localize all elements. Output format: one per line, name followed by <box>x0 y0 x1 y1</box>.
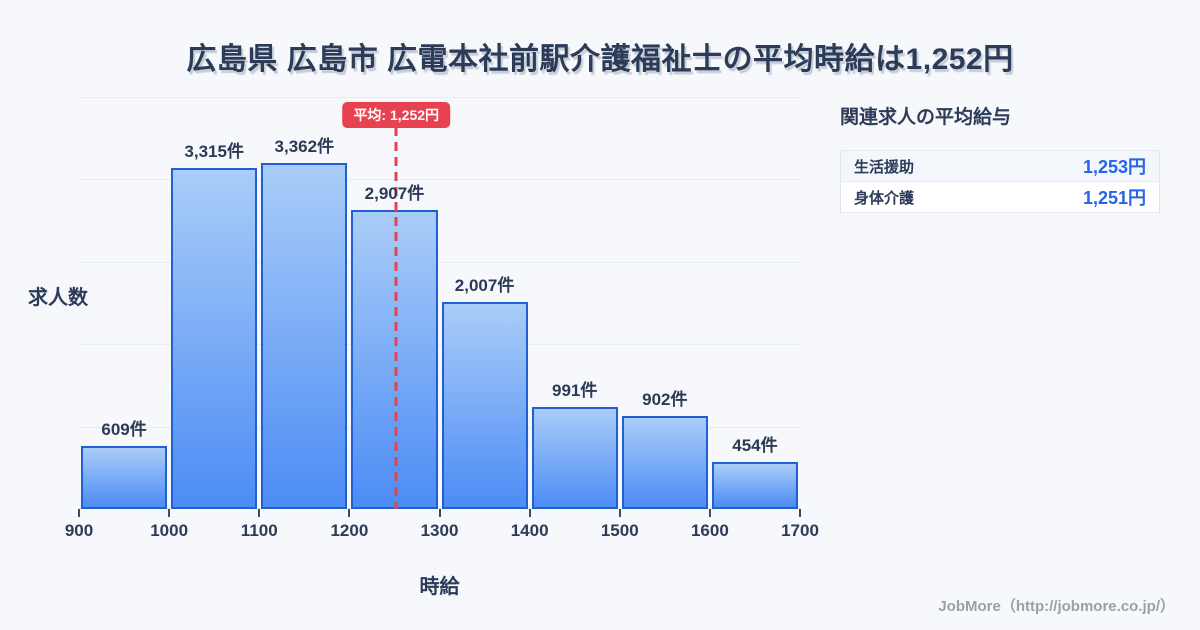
x-tick-label: 1700 <box>781 521 819 540</box>
bar-value-label: 609件 <box>101 420 147 440</box>
salary-row-value: 1,253円 <box>1082 157 1146 177</box>
bar <box>171 167 258 509</box>
x-tick <box>618 509 621 517</box>
salary-row: 生活援助 1,253円 <box>841 151 1159 182</box>
gridline <box>79 97 800 98</box>
x-tick-label: 1500 <box>600 521 639 540</box>
bar <box>531 406 618 509</box>
x-tick-label: 1600 <box>690 521 729 540</box>
x-axis-ticks: 900 1000 1100 1200 1300 1400 1500 1600 1700 <box>65 509 819 554</box>
x-tick <box>708 509 711 517</box>
bar-value-label: 991件 <box>552 380 598 400</box>
related-salary-panel: 関連求人の平均給与 生活援助 1,253円 身体介護 1,251円 <box>840 102 1160 213</box>
x-axis-title: 時給 <box>419 576 460 598</box>
bar-value-label: 2,907件 <box>364 183 425 203</box>
panel-heading: 関連求人の平均給与 <box>840 107 1012 128</box>
footer-credit: JobMore（http://jobmore.co.jp/） <box>938 598 1175 615</box>
bar <box>621 416 708 509</box>
x-tick-label: 1400 <box>510 521 549 540</box>
bar <box>81 446 168 509</box>
average-line <box>394 127 398 509</box>
salary-row: 身体介護 1,251円 <box>841 182 1159 213</box>
x-tick <box>348 509 351 517</box>
x-axis-baseline <box>79 508 800 509</box>
gridline <box>79 344 800 346</box>
x-tick <box>168 509 171 517</box>
salary-list: 生活援助 1,253円 身体介護 1,251円 <box>840 150 1160 213</box>
x-tick <box>799 509 801 517</box>
gridline <box>79 179 800 181</box>
y-axis-title: 求人数 <box>28 287 88 309</box>
bar-value-label: 454件 <box>732 436 778 456</box>
bar <box>351 209 438 509</box>
x-tick-label: 1300 <box>420 521 459 540</box>
x-tick-label: 1200 <box>330 521 369 540</box>
x-tick-label: 1100 <box>240 521 278 540</box>
x-tick <box>258 509 261 517</box>
page-title: 広島県 広島市 広電本社前駅介護福祉士の平均時給は1,252円 <box>186 43 1014 76</box>
x-tick-label: 900 <box>64 521 94 540</box>
bar-value-label: 3,362件 <box>274 136 335 156</box>
bar-value-label: 2,007件 <box>454 276 515 296</box>
salary-row-label: 身体介護 <box>854 189 915 207</box>
gridline <box>79 261 800 263</box>
gridline <box>79 426 800 428</box>
x-tick <box>528 509 531 517</box>
salary-row-value: 1,251円 <box>1082 188 1146 208</box>
bar <box>261 162 348 509</box>
x-tick <box>78 509 80 517</box>
salary-row-label: 生活援助 <box>854 158 915 176</box>
bar <box>441 302 528 509</box>
bar <box>711 462 798 509</box>
x-tick <box>438 509 441 517</box>
bar-value-label: 902件 <box>642 390 688 410</box>
x-tick-label: 1000 <box>150 521 189 540</box>
plot-area: 609件 3,315件 3,362件 2,907件 2,007件 991件 902件 454件 <box>79 97 800 509</box>
average-badge: 平均: 1,252円 <box>342 102 451 128</box>
bar-value-label: 3,315件 <box>184 141 244 161</box>
